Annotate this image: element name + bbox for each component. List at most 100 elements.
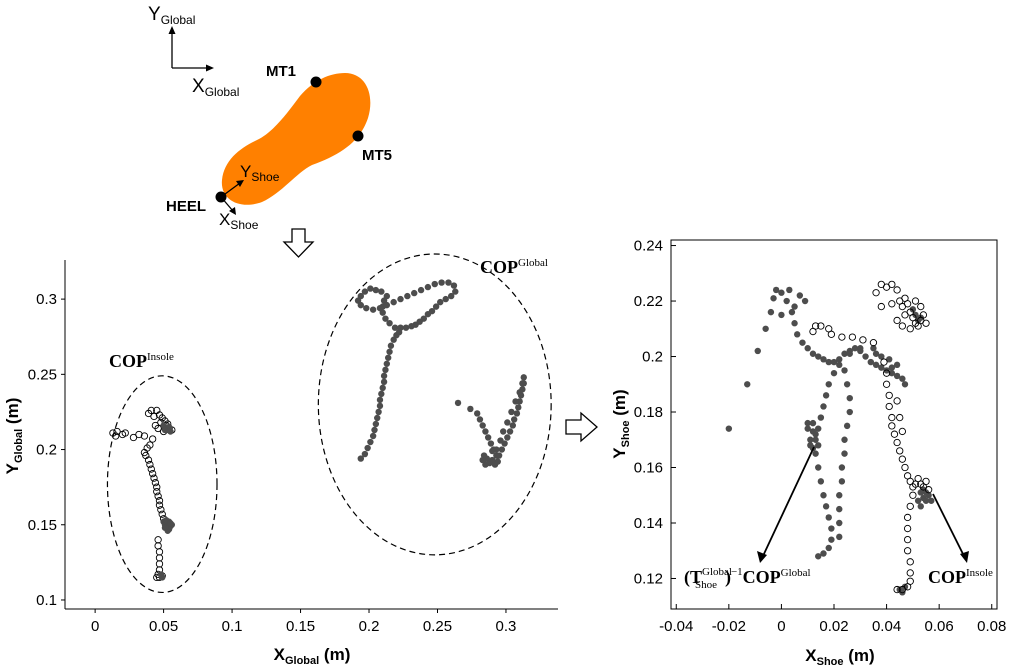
left-open-point (155, 560, 164, 568)
right-x-axis-label: XShoe (m) (805, 646, 874, 668)
left-open-point (147, 406, 155, 415)
left-filled-point (376, 402, 384, 410)
left-filled-point (390, 298, 397, 306)
right-open-point (917, 302, 925, 311)
left-filled-point (157, 571, 165, 578)
left-filled-point (384, 354, 392, 361)
right-open-point (885, 402, 893, 411)
right-x-tick-label: 0.04 (872, 618, 901, 635)
left-filled-point (513, 410, 521, 417)
right-filled-point (872, 350, 880, 357)
left-filled-point (509, 422, 517, 429)
global-axes-indicator: YGlobal XGlobal (148, 4, 239, 99)
right-filled-point (825, 381, 832, 388)
right-open-point (880, 358, 888, 366)
left-filled-point (467, 405, 474, 413)
right-x-axis-label-main: X (805, 646, 817, 665)
left-open-point (154, 536, 162, 544)
right-filled-point (888, 364, 896, 371)
left-open-point (135, 430, 143, 439)
shoe-x-arrowhead (229, 207, 236, 215)
right-filled-point (817, 478, 825, 485)
right-y-tick-label: 0.24 (634, 238, 663, 255)
right-filled-point (815, 353, 822, 360)
right-x-tick-label: -0.02 (712, 618, 746, 635)
left-x-tick-label: 0.2 (359, 618, 380, 635)
right-filled-point (925, 492, 932, 499)
right-cop-insole-main: COP (928, 567, 966, 587)
right-filled-point (851, 345, 859, 352)
left-filled-point (372, 286, 380, 294)
right-y-tick-label: 0.14 (634, 515, 663, 532)
left-open-point (158, 510, 166, 518)
right-open-point (869, 339, 878, 347)
right-filled-point (836, 492, 843, 499)
global-y-label-main: Y (148, 4, 161, 25)
left-filled-point (510, 416, 518, 423)
left-open-point (153, 483, 161, 491)
left-filled-point (482, 428, 489, 435)
left-y-tick-label: 0.3 (36, 291, 57, 308)
right-filled-point (886, 356, 893, 363)
right-filled-point (783, 297, 790, 305)
left-filled-point (386, 348, 393, 355)
left-open-point (150, 412, 158, 421)
right-filled-point (815, 553, 822, 560)
right-y-tick-label: 0.12 (634, 570, 663, 587)
global-x-arrowhead (206, 64, 214, 72)
left-cop-insole-annotation: COPInsole (109, 351, 174, 371)
right-filled-point (820, 492, 827, 499)
left-open-point (154, 424, 162, 433)
left-filled-point (376, 396, 384, 404)
left-x-tick-label: 0.1 (222, 618, 243, 635)
transformed-sub: Shoe (695, 579, 717, 591)
right-filled-point (843, 422, 851, 430)
right-open-point (859, 336, 867, 344)
right-filled-point (793, 331, 801, 338)
shoe-x-label: XShoe (219, 210, 259, 232)
right-x-ticks: -0.04 -0.02 0 0.02 0.04 0.06 0.08 (659, 604, 1006, 635)
right-filled-point (867, 358, 875, 366)
left-filled-point (411, 289, 418, 297)
right-filled-point (899, 375, 906, 382)
right-filled-point (888, 369, 896, 377)
right-open-point (906, 502, 914, 510)
right-filled-point (767, 308, 775, 316)
right-x-tick-label: 0.06 (925, 618, 954, 635)
right-filled-point (825, 358, 832, 366)
left-filled-point (357, 455, 364, 462)
left-filled-point (369, 432, 377, 440)
right-filled-point (828, 536, 835, 543)
left-filled-point (476, 416, 484, 423)
transformed-cop-annotation: (TGlobal Shoe)−1COPGlobal (684, 566, 811, 591)
left-filled-point (417, 286, 425, 294)
shoe-x-label-sub: Shoe (230, 218, 258, 232)
left-filled-point (378, 288, 385, 295)
left-open-point (157, 506, 165, 514)
right-open-point (911, 297, 920, 305)
left-y-tick-label: 0.1 (36, 592, 57, 609)
right-filled-point (862, 353, 869, 360)
right-filled-point (822, 503, 830, 510)
left-filled-point (512, 398, 519, 405)
global-y-label-sub: Global (161, 13, 196, 27)
left-filled-point (383, 292, 391, 300)
left-filled-point (445, 279, 452, 286)
left-cop-insole-main: COP (109, 351, 147, 371)
left-y-tick-label: 0.15 (28, 517, 57, 534)
left-scatter-plot: 0 0.05 0.1 0.15 0.2 0.25 0.3 0.1 0.15 0.2 0.25 0.3… (3, 253, 558, 667)
right-open-point (893, 585, 901, 594)
right-open-point (848, 333, 857, 341)
left-filled-point (387, 342, 395, 349)
global-y-arrowhead (168, 26, 176, 34)
left-filled-point (437, 298, 444, 306)
right-open-point (909, 491, 917, 499)
left-open-point (113, 427, 121, 436)
left-filled-point (519, 380, 526, 387)
left-x-axis-label-main: X (274, 645, 286, 664)
right-filled-point (914, 497, 922, 504)
right-filled-point (770, 295, 777, 302)
right-filled-point (878, 364, 885, 371)
left-y-ticks: 0.1 0.15 0.2 0.25 0.3 (28, 291, 65, 609)
left-filled-point (364, 444, 371, 452)
